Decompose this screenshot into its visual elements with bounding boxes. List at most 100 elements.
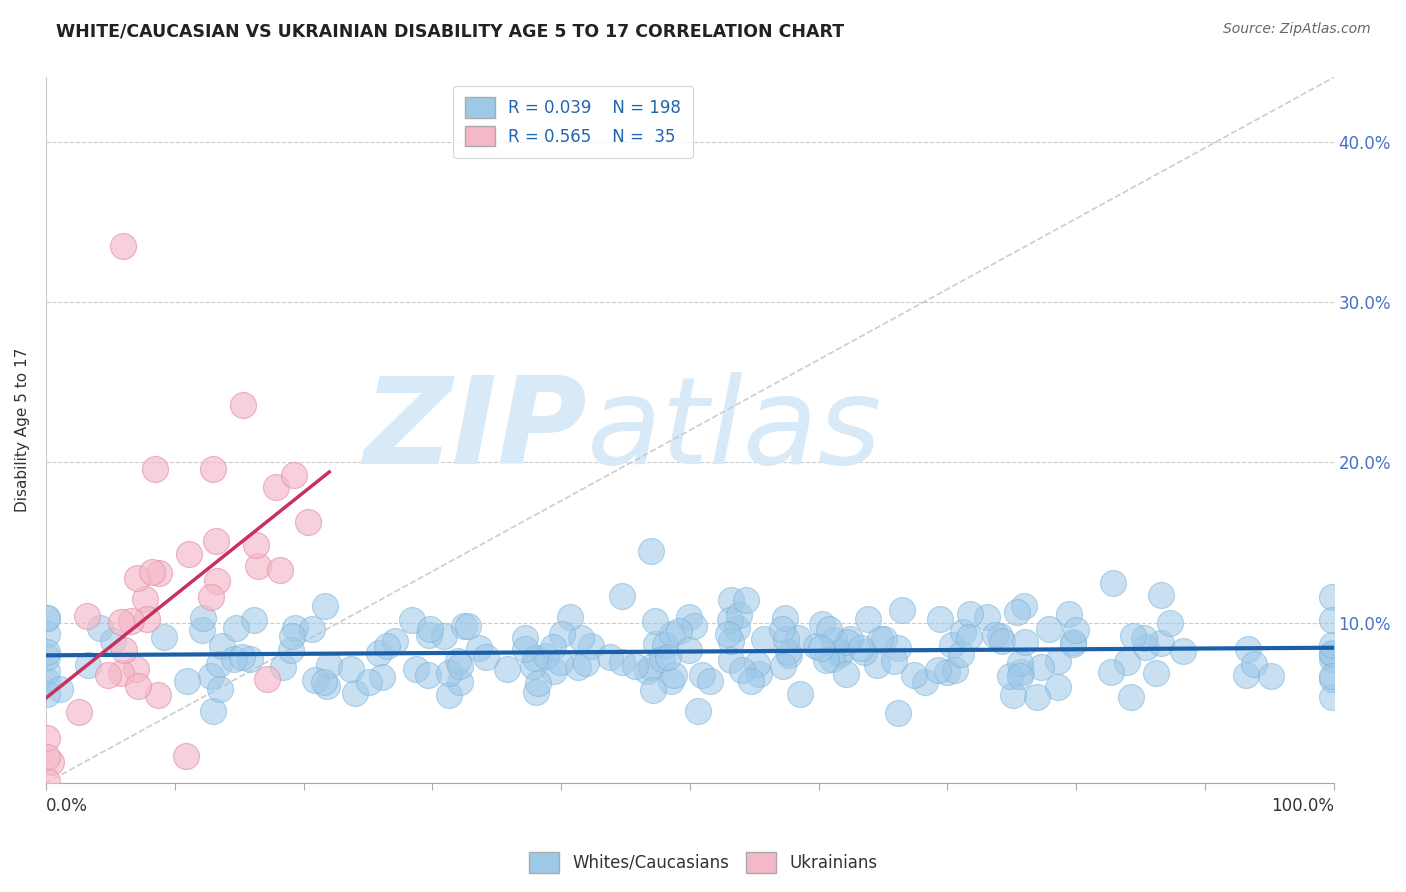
Point (1322, 690, 1344, 704)
Point (659, 674, 682, 689)
Point (668, 624, 690, 639)
Point (179, 547, 201, 561)
Point (112, 643, 135, 657)
Point (560, 610, 582, 624)
Point (720, 653, 742, 667)
Point (775, 632, 797, 646)
Y-axis label: Disability Age 5 to 17: Disability Age 5 to 17 (15, 348, 30, 512)
Point (136, 612, 159, 626)
Point (524, 651, 547, 665)
Point (37, 731, 59, 745)
Point (77, 657, 100, 672)
Point (804, 639, 827, 653)
Point (873, 632, 896, 646)
Point (550, 655, 572, 669)
Point (651, 652, 673, 666)
Point (1243, 657, 1265, 672)
Point (269, 563, 291, 577)
Point (1322, 646, 1344, 660)
Point (690, 668, 713, 682)
Point (610, 589, 633, 603)
Point (778, 648, 800, 662)
Point (1010, 665, 1032, 680)
Point (991, 633, 1014, 648)
Point (1005, 605, 1028, 619)
Point (343, 686, 366, 700)
Point (644, 615, 666, 629)
Text: Source: ZipAtlas.com: Source: ZipAtlas.com (1223, 22, 1371, 37)
Point (256, 672, 278, 686)
Point (752, 632, 775, 646)
Point (201, 462, 224, 476)
Point (191, 624, 214, 638)
Point (1062, 637, 1084, 651)
Point (284, 621, 307, 635)
Point (37, 665, 59, 679)
Point (37, 610, 59, 624)
Point (657, 650, 679, 665)
Point (416, 667, 439, 681)
Point (575, 656, 598, 670)
Point (941, 638, 963, 652)
Point (301, 622, 323, 636)
Point (41, 755, 63, 769)
Point (433, 629, 456, 643)
Point (200, 591, 222, 605)
Point (89, 621, 111, 635)
Point (205, 574, 228, 588)
Point (957, 630, 980, 644)
Point (914, 675, 936, 690)
Point (153, 631, 176, 645)
Point (773, 611, 796, 625)
Point (683, 619, 706, 633)
Point (273, 660, 295, 674)
Point (887, 640, 910, 655)
Point (883, 654, 905, 668)
Point (174, 749, 197, 764)
Point (96, 667, 118, 681)
Point (1001, 689, 1024, 703)
Point (837, 635, 859, 649)
Point (839, 632, 862, 647)
Point (851, 641, 873, 656)
Point (1322, 638, 1344, 652)
Point (869, 632, 891, 647)
Point (112, 239, 135, 253)
Point (1062, 635, 1084, 649)
Point (513, 642, 536, 657)
Point (125, 571, 148, 585)
Point (984, 628, 1007, 642)
Point (569, 632, 592, 646)
Point (740, 674, 762, 689)
Point (449, 659, 471, 673)
Point (678, 610, 700, 624)
Point (725, 621, 748, 635)
Point (1121, 690, 1143, 704)
Point (522, 659, 544, 673)
Text: WHITE/CAUCASIAN VS UKRAINIAN DISABILITY AGE 5 TO 17 CORRELATION CHART: WHITE/CAUCASIAN VS UKRAINIAN DISABILITY … (56, 22, 845, 40)
Point (318, 658, 340, 673)
Point (717, 626, 740, 640)
Point (720, 593, 742, 607)
Point (101, 634, 124, 648)
Point (37, 611, 59, 625)
Point (1064, 623, 1087, 637)
Point (283, 468, 305, 483)
Point (866, 658, 889, 673)
Point (1322, 613, 1344, 627)
Point (224, 652, 246, 666)
Point (384, 634, 406, 648)
Point (1135, 640, 1157, 655)
Point (49, 682, 72, 697)
Point (772, 659, 794, 673)
Point (232, 399, 254, 413)
Point (645, 637, 668, 651)
Point (418, 627, 440, 641)
Point (718, 613, 741, 627)
Point (447, 654, 470, 668)
Point (678, 643, 700, 657)
Point (367, 646, 389, 660)
Point (835, 666, 858, 681)
Point (1099, 665, 1122, 679)
Point (952, 625, 974, 640)
